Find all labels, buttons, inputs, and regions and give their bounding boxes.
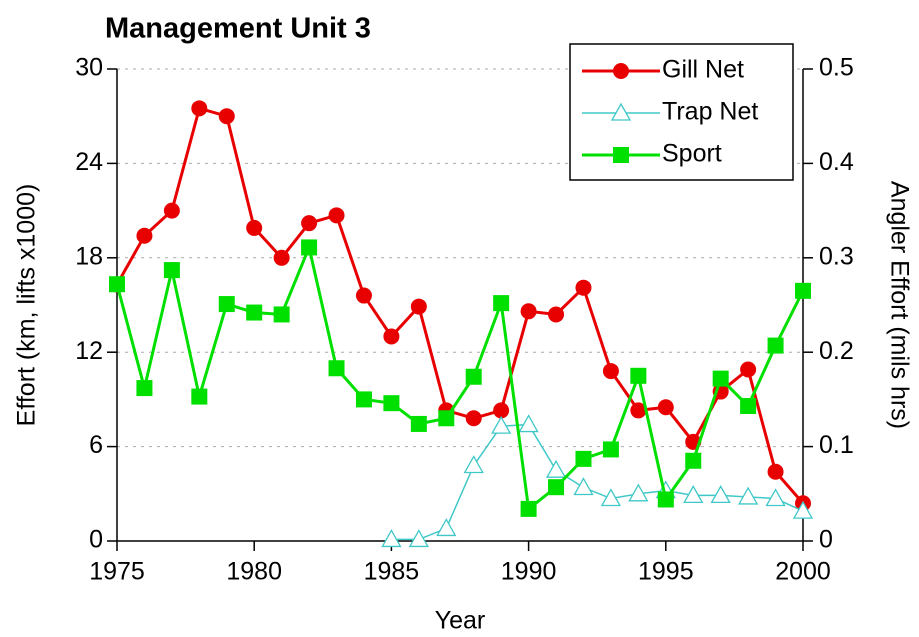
data-point [328, 360, 345, 377]
data-point [218, 108, 235, 125]
data-point [765, 488, 786, 507]
data-point [795, 282, 811, 299]
data-point [685, 452, 702, 469]
x-tick-label: 1995 [638, 558, 694, 586]
data-point [383, 328, 400, 345]
data-point [136, 227, 153, 244]
data-point [355, 287, 372, 304]
data-point [548, 306, 565, 323]
legend-label: Gill Net [662, 56, 744, 84]
data-point [630, 402, 647, 419]
data-point [520, 303, 537, 320]
y-axis-title: Effort (km, lifts x1000) [13, 184, 41, 427]
y2-tick-label: 0.4 [819, 148, 854, 176]
series-line [391, 423, 804, 541]
y-tick-label: 6 [89, 431, 103, 459]
y2-axis-title: Angler Effort (mils hrs) [885, 181, 913, 429]
y-tick-label: 30 [75, 54, 103, 82]
data-point [410, 298, 427, 315]
y-tick-label: 18 [75, 242, 103, 270]
data-point [545, 459, 567, 478]
data-point [465, 410, 482, 427]
y2-tick-label: 0 [819, 526, 833, 554]
chart-title: Management Unit 3 [105, 13, 371, 45]
data-point [383, 395, 400, 412]
x-tick-label: 1975 [89, 558, 145, 586]
data-point [436, 518, 457, 537]
y-tick-label: 12 [75, 337, 103, 365]
legend-box [569, 43, 794, 181]
x-tick-label: 1985 [364, 558, 420, 586]
x-tick-label: 2000 [775, 558, 831, 586]
y2-tick-label: 0.2 [819, 337, 854, 365]
data-point [109, 276, 125, 293]
data-point [575, 279, 592, 296]
data-point [738, 486, 759, 505]
legend-marker [613, 147, 629, 163]
data-point [301, 215, 318, 232]
data-point [683, 485, 704, 504]
data-point [520, 500, 537, 517]
x-tick-label: 1990 [501, 558, 557, 586]
data-point [600, 488, 622, 507]
data-point [792, 500, 814, 519]
data-point [218, 296, 235, 313]
legend-label: Sport [662, 140, 722, 168]
data-point [548, 479, 565, 496]
y2-tick-label: 0.5 [819, 54, 854, 82]
data-point [438, 410, 455, 427]
data-point [630, 367, 647, 384]
data-point [163, 202, 180, 219]
data-point [740, 398, 757, 415]
legend-marker [613, 63, 629, 79]
data-point [657, 491, 674, 508]
data-point [191, 388, 208, 405]
data-point [246, 304, 263, 321]
data-point [301, 239, 318, 256]
series-line [115, 242, 805, 512]
data-point [381, 529, 402, 548]
legend-label: Trap Net [662, 98, 758, 126]
data-point [740, 361, 757, 378]
data-point [355, 391, 372, 408]
y2-tick-label: 0.3 [819, 242, 854, 270]
x-tick-label: 1980 [226, 558, 282, 586]
y-tick-label: 24 [75, 148, 103, 176]
data-point [767, 463, 784, 480]
legend-marker [610, 102, 632, 121]
data-point [493, 295, 510, 312]
data-point [712, 370, 729, 387]
data-point [767, 337, 784, 354]
data-point [602, 441, 619, 458]
data-point [273, 249, 290, 266]
y-tick-label: 0 [89, 526, 103, 554]
x-axis-title: Year [435, 607, 486, 635]
data-point [575, 450, 592, 467]
data-point [493, 402, 510, 419]
data-point [273, 306, 290, 323]
data-point [491, 415, 512, 434]
y2-tick-label: 0.1 [819, 431, 854, 459]
data-point [628, 483, 649, 502]
data-point [328, 207, 345, 224]
data-point [408, 529, 429, 548]
data-point [410, 415, 427, 432]
data-point [465, 368, 482, 385]
data-point [602, 363, 619, 380]
data-point [136, 380, 153, 397]
data-point [657, 399, 674, 416]
data-point [573, 477, 594, 496]
data-point [710, 485, 731, 504]
data-point [191, 100, 208, 117]
data-point [163, 262, 180, 279]
data-point [463, 455, 484, 474]
data-point [518, 414, 539, 433]
data-point [246, 219, 263, 236]
